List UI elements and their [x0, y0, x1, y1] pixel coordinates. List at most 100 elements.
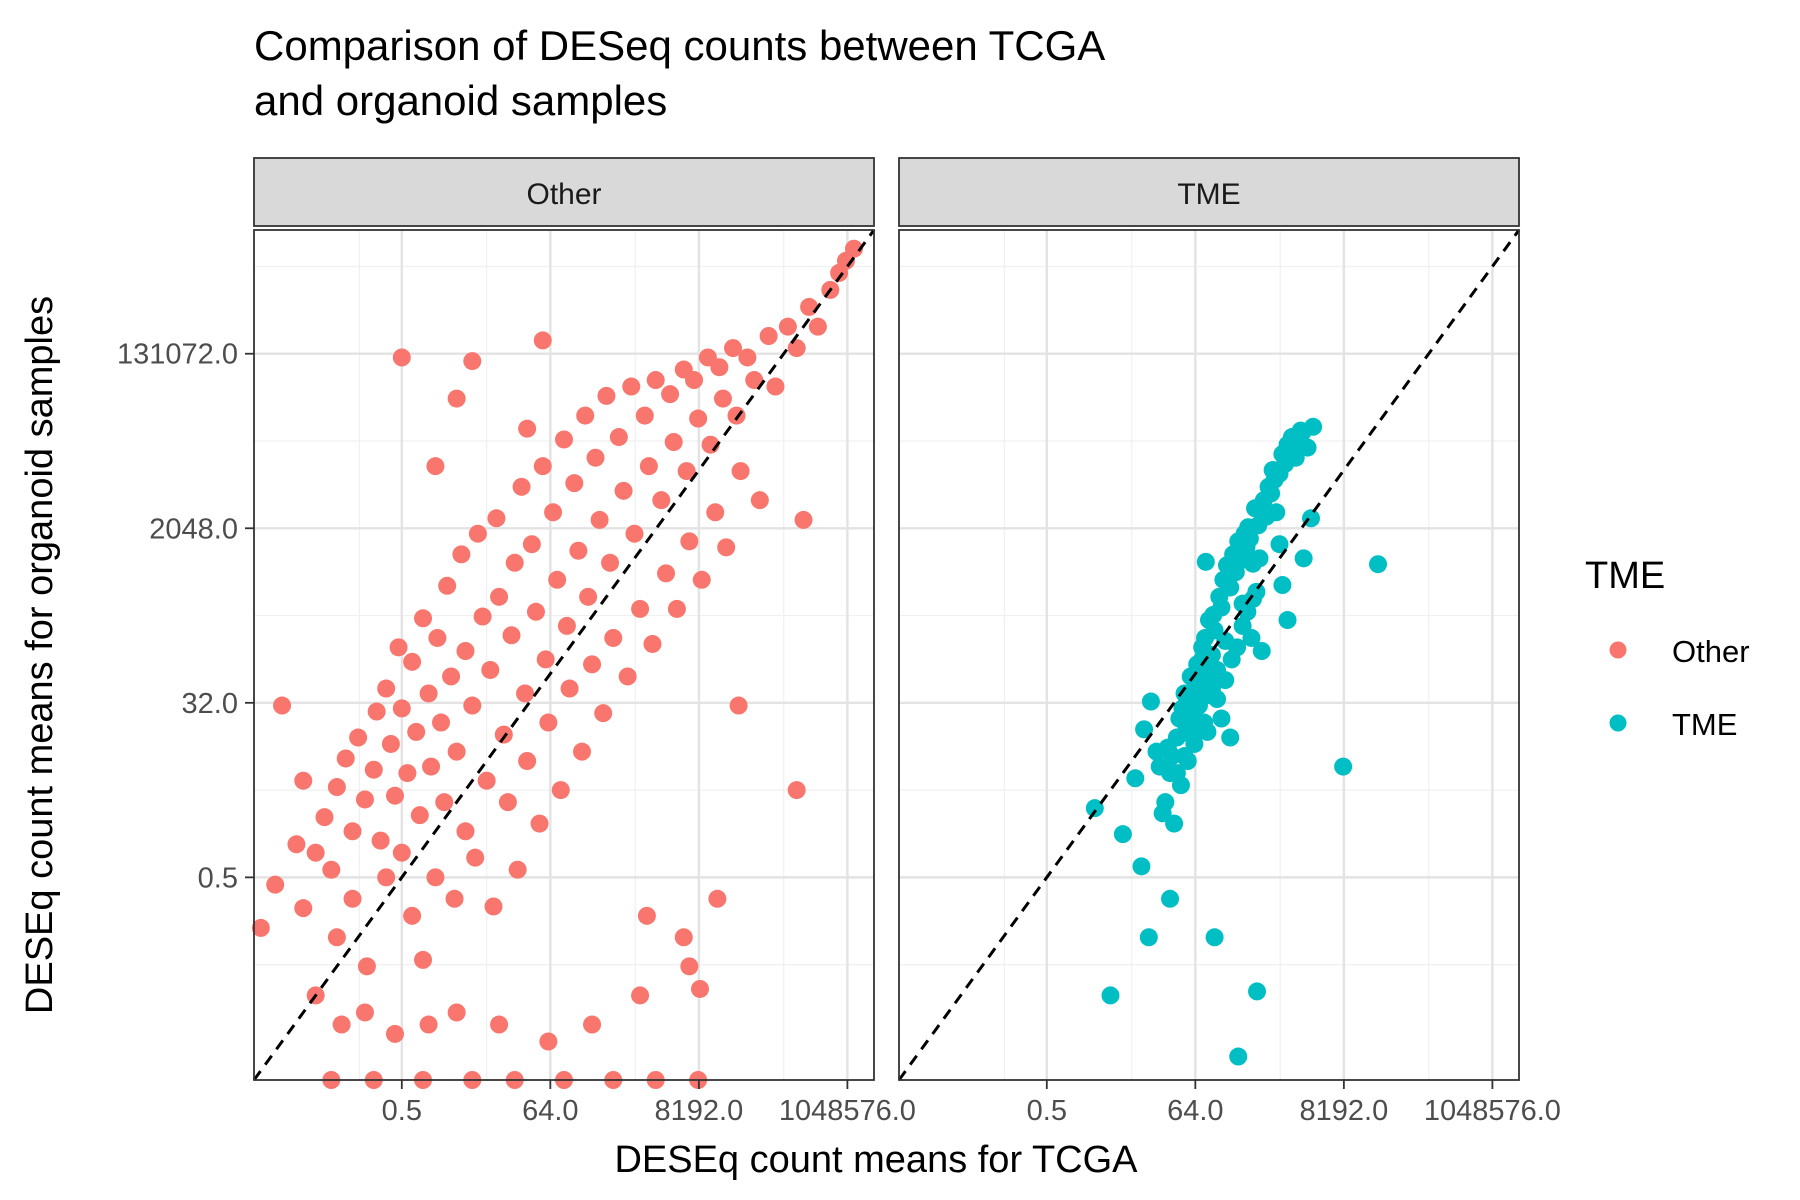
- data-point-tme: [1113, 825, 1132, 844]
- data-point-tme: [1208, 690, 1227, 709]
- data-point-other: [609, 428, 628, 447]
- data-point-other: [477, 771, 496, 790]
- chart-title-line-1: Comparison of DESeq counts between TCGA: [254, 22, 1105, 69]
- data-point-other: [539, 713, 558, 732]
- data-point-other: [419, 1015, 438, 1034]
- data-point-other: [586, 448, 605, 467]
- x-tick-label: 0.5: [1027, 1095, 1067, 1127]
- data-point-other: [349, 728, 368, 747]
- data-point-other: [717, 538, 736, 557]
- data-point-tme: [1228, 638, 1247, 657]
- data-point-tme: [1334, 757, 1353, 776]
- data-point-other: [447, 742, 466, 761]
- data-point-other: [273, 696, 292, 715]
- data-point-other: [637, 906, 656, 925]
- data-point-tme: [1291, 421, 1310, 440]
- data-point-tme: [1294, 549, 1313, 568]
- data-point-tme: [1286, 448, 1305, 467]
- facet-strip-label: Other: [526, 178, 601, 211]
- data-point-other: [398, 764, 417, 783]
- data-point-other: [604, 628, 623, 647]
- data-point-tme: [1085, 799, 1104, 818]
- data-point-other: [689, 409, 708, 428]
- data-point-other: [508, 860, 527, 879]
- data-point-other: [657, 564, 676, 583]
- data-point-tme: [1252, 642, 1271, 660]
- panel-border: [253, 229, 875, 1081]
- data-point-tme: [1205, 928, 1224, 947]
- data-point-other: [590, 510, 609, 529]
- data-point-tme: [1101, 986, 1120, 1005]
- data-point-other: [522, 535, 541, 554]
- x-tick-label: 1048576.0: [779, 1095, 916, 1127]
- y-tick-label: 131072.0: [117, 339, 238, 371]
- data-point-other: [727, 406, 746, 425]
- data-point-other: [481, 660, 500, 679]
- data-point-other: [294, 771, 313, 790]
- facet-strip-label: TME: [1177, 178, 1240, 211]
- facet-strip: [253, 157, 875, 227]
- data-point-other: [385, 786, 404, 805]
- data-point-other: [426, 457, 445, 476]
- data-point-tme: [1175, 747, 1194, 766]
- data-point-other: [473, 607, 492, 626]
- data-point-tme: [1212, 709, 1231, 728]
- facet-strip: [898, 157, 1520, 227]
- data-point-other: [569, 541, 588, 560]
- y-axis-label: DESEq count means for organoid samples: [19, 296, 61, 1014]
- data-point-other: [389, 638, 408, 657]
- y-axis: 0.5 32.0 2048.0 131072.0: [117, 339, 254, 894]
- data-point-other: [750, 491, 769, 510]
- data-point-other: [680, 532, 699, 551]
- data-point-tme: [1163, 747, 1182, 766]
- data-point-other: [327, 928, 346, 947]
- data-point-other: [355, 790, 374, 809]
- data-point-other: [635, 406, 654, 425]
- data-point-other: [539, 1032, 558, 1051]
- data-point-other: [692, 570, 711, 589]
- data-point-other: [456, 822, 475, 841]
- data-point-tme: [1221, 728, 1240, 747]
- data-point-other: [487, 509, 506, 528]
- data-point-other: [533, 457, 552, 476]
- facet-panel-tme: TME: [897, 157, 1521, 1081]
- data-point-other: [498, 793, 517, 812]
- data-point-other: [787, 781, 806, 800]
- data-point-other: [759, 327, 778, 346]
- legend-key-tme: [1609, 714, 1627, 732]
- data-point-other: [463, 696, 482, 715]
- data-point-other: [438, 576, 457, 595]
- data-point-other: [622, 377, 641, 396]
- data-point-other: [410, 806, 429, 825]
- x-axis: 0.5 64.0 8192.0 1048576.0 0.5 64.0 8192.0 10485…: [382, 1080, 1561, 1127]
- data-point-other: [381, 734, 400, 753]
- data-point-other: [377, 868, 396, 887]
- data-point-tme: [1248, 982, 1267, 1001]
- data-point-other: [565, 474, 584, 493]
- data-point-tme: [1126, 769, 1145, 788]
- data-point-other: [490, 1015, 509, 1034]
- data-point-other: [327, 778, 346, 797]
- data-point-other: [251, 918, 270, 937]
- data-point-tme: [1196, 552, 1215, 571]
- data-point-other: [625, 524, 644, 543]
- data-point-other: [618, 667, 637, 686]
- data-point-other: [576, 406, 595, 425]
- data-point-tme: [1233, 616, 1252, 635]
- data-point-tme: [1278, 611, 1297, 630]
- data-point-other: [544, 503, 563, 522]
- data-point-other: [713, 389, 732, 408]
- data-point-other: [639, 457, 658, 476]
- x-tick-label: 64.0: [1167, 1095, 1223, 1127]
- points-tme: [1085, 417, 1388, 1066]
- data-point-other: [724, 339, 743, 358]
- data-point-other: [407, 722, 426, 741]
- data-point-other: [808, 317, 827, 336]
- data-point-tme: [1193, 650, 1212, 669]
- data-point-other: [729, 696, 748, 715]
- data-point-other: [322, 860, 341, 879]
- data-point-other: [706, 503, 725, 522]
- data-point-other: [343, 889, 362, 908]
- data-point-other: [432, 713, 451, 732]
- data-point-other: [652, 491, 671, 510]
